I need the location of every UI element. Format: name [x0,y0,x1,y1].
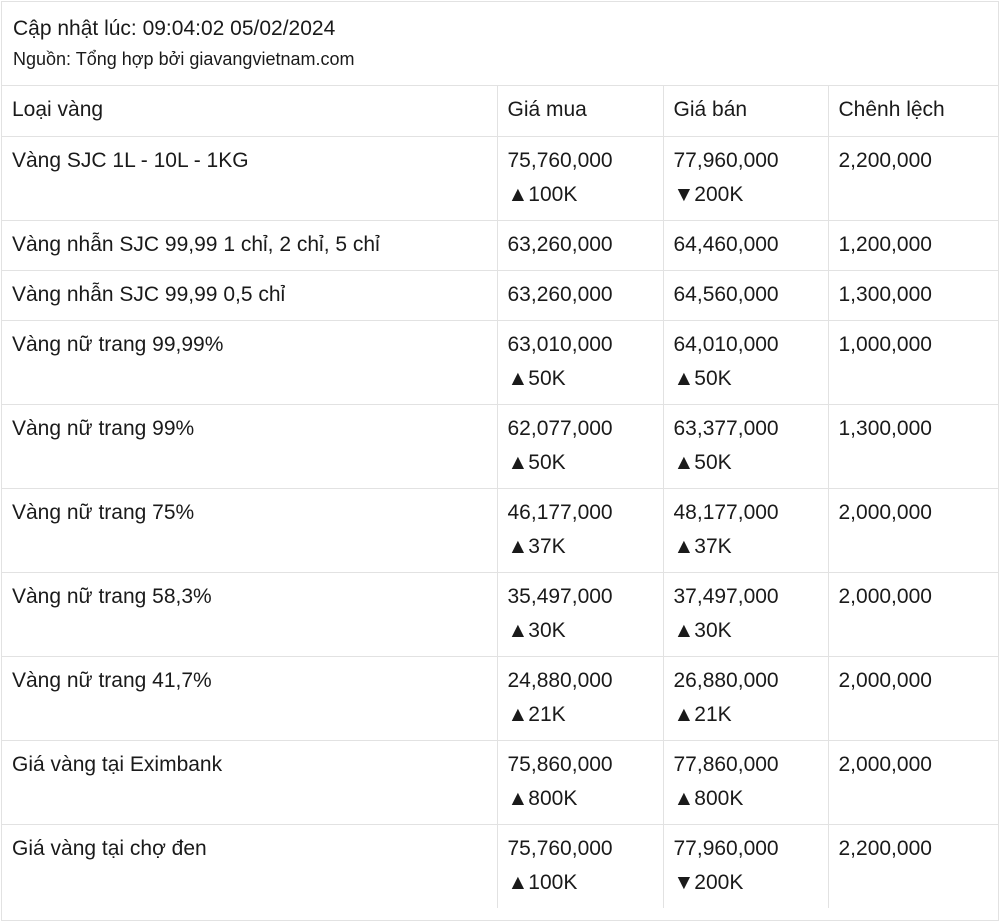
sell-price-cell: 64,460,000 [663,220,829,271]
buy-price-cell: 24,880,000 ▲21K [497,656,664,741]
buy-change: ▲50K [507,367,566,390]
update-timestamp: Cập nhật lúc: 09:04:02 05/02/2024 [13,17,336,40]
sell-change: ▼200K [673,183,744,206]
buy-price: 75,860,000 [507,753,613,776]
buy-change: ▲100K [507,871,578,894]
sell-price: 64,010,000 [673,333,779,356]
gold-type: Vàng nữ trang 58,3% [2,572,498,657]
table-row: Vàng SJC 1L - 10L - 1KG 75,760,000 ▲100K … [2,136,998,221]
sell-change: ▲800K [673,787,744,810]
gold-type: Giá vàng tại Eximbank [2,740,498,825]
sell-change: ▲21K [673,703,732,726]
table-row: Vàng nhẫn SJC 99,99 1 chỉ, 2 chỉ, 5 chỉ … [2,220,998,271]
sell-price: 77,960,000 [673,837,779,860]
buy-price-cell: 75,760,000 ▲100K [497,824,664,908]
buy-price: 35,497,000 [507,585,613,608]
sell-price: 63,377,000 [673,417,779,440]
price-difference: 2,000,000 [828,656,998,741]
buy-price-cell: 63,010,000 ▲50K [497,320,664,405]
buy-price-cell: 62,077,000 ▲50K [497,404,664,489]
buy-change: ▲21K [507,703,566,726]
gold-type: Vàng nhẫn SJC 99,99 1 chỉ, 2 chỉ, 5 chỉ [2,220,498,271]
sell-change: ▲50K [673,451,732,474]
price-header: Cập nhật lúc: 09:04:02 05/02/2024 Nguồn:… [2,2,998,86]
sell-price-cell: 64,010,000 ▲50K [663,320,829,405]
table-row: Vàng nữ trang 75% 46,177,000 ▲37K 48,177,… [2,488,998,573]
sell-price: 77,860,000 [673,753,779,776]
price-difference: 2,200,000 [828,136,998,221]
buy-change: ▲800K [507,787,578,810]
sell-price-cell: 37,497,000 ▲30K [663,572,829,657]
sell-price-cell: 77,860,000 ▲800K [663,740,829,825]
buy-price-cell: 63,260,000 [497,270,664,321]
table-row: Giá vàng tại Eximbank 75,860,000 ▲800K 77… [2,740,998,825]
sell-price: 64,560,000 [673,283,779,306]
gold-type: Giá vàng tại chợ đen [2,824,498,908]
sell-price-cell: 48,177,000 ▲37K [663,488,829,573]
buy-price-cell: 63,260,000 [497,220,664,271]
buy-change: ▲50K [507,451,566,474]
sell-price-cell: 64,560,000 [663,270,829,321]
price-difference: 2,000,000 [828,740,998,825]
buy-price: 62,077,000 [507,417,613,440]
sell-price: 64,460,000 [673,233,779,256]
sell-price: 37,497,000 [673,585,779,608]
gold-type: Vàng nữ trang 99% [2,404,498,489]
table-row: Vàng nữ trang 58,3% 35,497,000 ▲30K 37,49… [2,572,998,657]
price-difference: 1,200,000 [828,220,998,271]
sell-change: ▲30K [673,619,732,642]
sell-change: ▲37K [673,535,732,558]
gold-type: Vàng nữ trang 41,7% [2,656,498,741]
gold-type: Vàng nữ trang 75% [2,488,498,573]
sell-price-cell: 26,880,000 ▲21K [663,656,829,741]
buy-price-cell: 46,177,000 ▲37K [497,488,664,573]
price-difference: 1,300,000 [828,270,998,321]
sell-change: ▲50K [673,367,732,390]
sell-price-cell: 63,377,000 ▲50K [663,404,829,489]
table-row: Giá vàng tại chợ đen 75,760,000 ▲100K 77,… [2,824,998,908]
price-difference: 2,000,000 [828,488,998,573]
sell-price-cell: 77,960,000 ▼200K [663,824,829,908]
column-header-sell: Giá bán [663,86,829,137]
gold-type: Vàng SJC 1L - 10L - 1KG [2,136,498,221]
sell-change: ▼200K [673,871,744,894]
column-header-type: Loại vàng [2,86,498,137]
table-row: Vàng nữ trang 99,99% 63,010,000 ▲50K 64,0… [2,320,998,405]
buy-price: 24,880,000 [507,669,613,692]
buy-change: ▲100K [507,183,578,206]
table-header-row: Loại vàng Giá mua Giá bán Chênh lệch [2,86,998,137]
buy-price: 75,760,000 [507,149,613,172]
column-header-diff: Chênh lệch [828,86,998,137]
buy-price-cell: 35,497,000 ▲30K [497,572,664,657]
price-difference: 2,000,000 [828,572,998,657]
gold-type: Vàng nữ trang 99,99% [2,320,498,405]
buy-price: 63,260,000 [507,283,613,306]
sell-price-cell: 77,960,000 ▼200K [663,136,829,221]
table-row: Vàng nữ trang 99% 62,077,000 ▲50K 63,377,… [2,404,998,489]
source-note: Nguồn: Tổng hợp bởi giavangvietnam.com [13,49,355,69]
price-difference: 1,300,000 [828,404,998,489]
sell-price: 77,960,000 [673,149,779,172]
price-difference: 2,200,000 [838,837,932,860]
buy-price-cell: 75,860,000 ▲800K [497,740,664,825]
column-header-buy: Giá mua [497,86,664,137]
table-row: Vàng nữ trang 41,7% 24,880,000 ▲21K 26,88… [2,656,998,741]
sell-price: 48,177,000 [673,501,779,524]
buy-price: 63,260,000 [507,233,613,256]
buy-price-cell: 75,760,000 ▲100K [497,136,664,221]
buy-price: 63,010,000 [507,333,613,356]
price-difference: 1,000,000 [828,320,998,405]
gold-price-table: Loại vàng Giá mua Giá bán Chênh lệch Vàn… [2,86,998,908]
buy-change: ▲37K [507,535,566,558]
table-row: Vàng nhẫn SJC 99,99 0,5 chỉ 63,260,000 6… [2,270,998,321]
buy-price: 75,760,000 [507,837,613,860]
gold-type: Vàng nhẫn SJC 99,99 0,5 chỉ [2,270,498,321]
sell-price: 26,880,000 [673,669,779,692]
buy-price: 46,177,000 [507,501,613,524]
buy-change: ▲30K [507,619,566,642]
